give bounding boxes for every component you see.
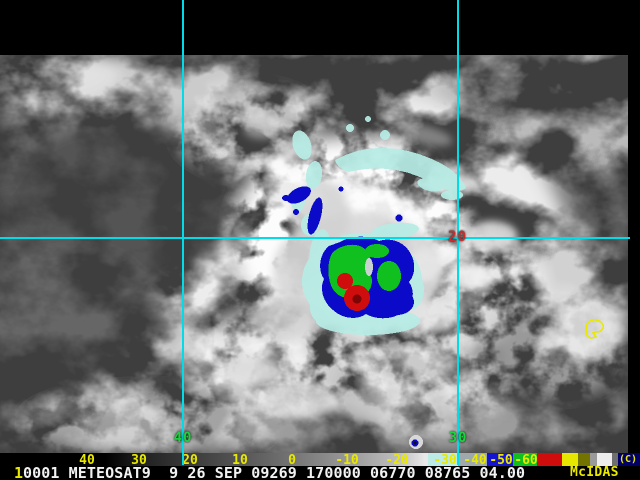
colorbar-tick-10: 10 xyxy=(232,453,248,468)
colorbar-segment-1 xyxy=(458,453,487,466)
ir-satellite-imagery xyxy=(0,55,628,453)
image-annotation-text: 0001 METEOSAT9 9 26 SEP 09269 170000 067… xyxy=(23,464,526,480)
colorbar-tick--20: -20 xyxy=(385,453,409,468)
annotation-bar: 1 0001 METEOSAT9 9 26 SEP 09269 170000 0… xyxy=(0,466,640,480)
temperature-scale-bar: 40 30 20 10 0 -10 -20 -30 -40 -50 -60 (C) xyxy=(0,453,640,468)
colorbar-tick-40: 40 xyxy=(79,453,95,468)
colorbar-segment-9 xyxy=(612,453,618,466)
colorbar-tick--60: -60 xyxy=(514,453,538,468)
satellite-image-canvas[interactable] xyxy=(0,55,628,453)
colorbar-tick--50: -50 xyxy=(489,453,513,468)
storm-cold-core xyxy=(320,236,415,319)
colorbar-segment-10 xyxy=(618,453,640,466)
island-map-outline xyxy=(585,319,604,339)
colorbar-segment-6 xyxy=(578,453,590,466)
colorbar-segment-7 xyxy=(590,453,597,466)
colorbar-tick--30: -30 xyxy=(433,453,457,468)
colorbar-tick-30: 30 xyxy=(131,453,147,468)
mcidas-brand-label: McIDAS xyxy=(570,465,619,480)
colorbar-segment-8 xyxy=(597,453,612,466)
temperature-enhancement-overlay xyxy=(282,116,466,449)
frame-number: 1 xyxy=(14,464,24,480)
colorbar-segment-4 xyxy=(537,453,562,466)
colorbar-segment-5 xyxy=(562,453,578,466)
small-cold-cloud xyxy=(409,435,423,449)
colorbar-tick--40: -40 xyxy=(463,453,487,468)
celsius-unit-label: (C) xyxy=(618,454,637,465)
colorbar-segment-3 xyxy=(513,453,537,466)
grayscale-temperature-gradient xyxy=(0,453,428,466)
colorbar-tick-0: 0 xyxy=(288,453,296,468)
colorbar-tick-20: 20 xyxy=(182,453,198,468)
colorbar-segment-2 xyxy=(487,453,513,466)
colorbar-tick--10: -10 xyxy=(335,453,359,468)
colorbar-segment-0 xyxy=(428,453,458,466)
